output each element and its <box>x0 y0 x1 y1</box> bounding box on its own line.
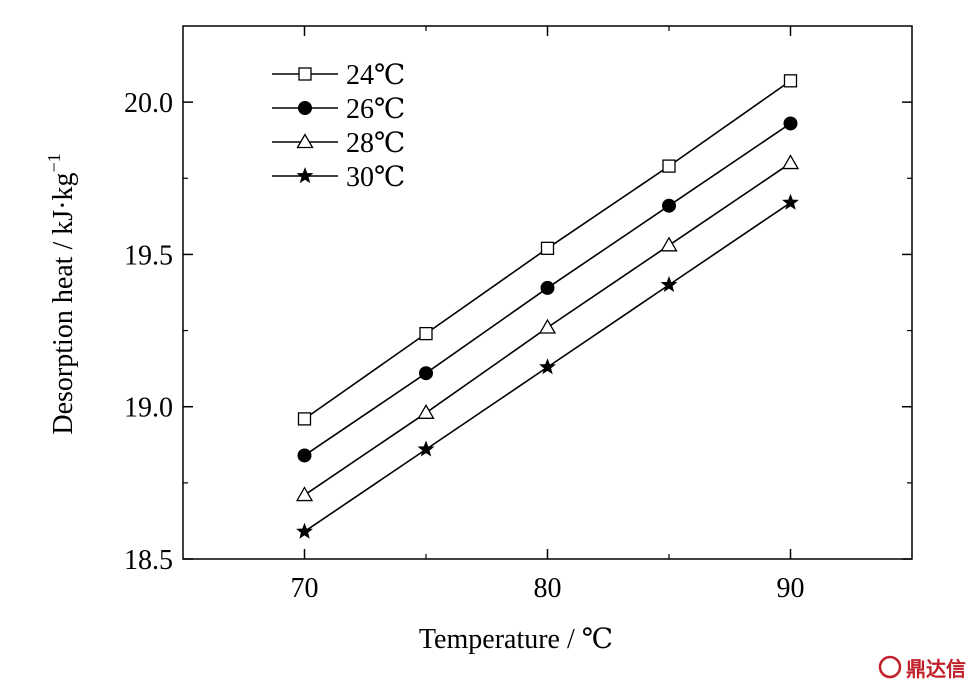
data-point <box>419 366 433 381</box>
legend-entry: 24℃ <box>272 60 405 91</box>
y-tick-label: 19.0 <box>124 393 173 424</box>
x-axis-label: Temperature / ℃ <box>419 624 613 655</box>
y-axis-label-main: Desorption heat / kJ·kg <box>48 173 79 435</box>
svg-text:Desorption heat / kJ·kg−1: Desorption heat / kJ·kg−1 <box>44 153 79 434</box>
series-4 <box>296 193 799 539</box>
legend-entry: 26℃ <box>272 94 405 125</box>
data-point <box>297 412 312 426</box>
data-point <box>781 154 800 170</box>
legend-label: 28℃ <box>346 128 405 159</box>
data-point <box>296 522 313 539</box>
x-tick-label: 90 <box>777 573 805 604</box>
legend: 24℃26℃28℃30℃ <box>272 60 405 193</box>
data-point <box>660 276 678 293</box>
legend-label: 26℃ <box>346 94 405 125</box>
legend-marker <box>296 133 314 149</box>
series-layer <box>295 74 800 539</box>
series-3 <box>295 154 800 502</box>
tick-labels: 70 80 90 18.5 19.0 19.5 20.0 <box>124 88 805 604</box>
data-point <box>295 486 314 502</box>
legend-entry: 28℃ <box>272 128 405 159</box>
legend-marker <box>298 101 312 115</box>
x-tick-label: 70 <box>291 573 319 604</box>
data-point <box>783 74 798 88</box>
legend-label: 30℃ <box>346 162 405 193</box>
legend-marker <box>298 67 312 81</box>
watermark-icon <box>878 655 902 679</box>
y-tick-label: 19.5 <box>124 240 173 271</box>
y-axis-label: Desorption heat / kJ·kg−1 <box>44 153 79 434</box>
y-tick-label: 20.0 <box>124 88 173 119</box>
data-point <box>539 358 556 375</box>
data-point <box>297 448 312 463</box>
data-point <box>660 236 678 252</box>
data-point <box>417 440 435 457</box>
data-point <box>419 326 433 341</box>
y-tick-label: 18.5 <box>124 545 173 576</box>
x-tick-label: 80 <box>534 573 562 604</box>
data-point <box>662 198 676 213</box>
data-point <box>662 159 676 173</box>
y-axis-label-exponent: −1 <box>44 153 64 172</box>
watermark-logo: 鼎达信 <box>878 655 966 681</box>
data-point <box>783 116 798 131</box>
data-point <box>540 241 555 255</box>
legend-entry: 30℃ <box>272 162 405 193</box>
data-point <box>782 193 799 210</box>
data-point <box>417 404 435 419</box>
axis-ticks <box>183 26 912 560</box>
series-1 <box>297 74 798 426</box>
legend-label: 24℃ <box>346 60 405 91</box>
data-point <box>538 318 557 334</box>
series-2 <box>297 116 798 463</box>
data-point <box>540 280 555 295</box>
watermark-text: 鼎达信 <box>906 657 966 681</box>
legend-marker <box>296 167 314 184</box>
